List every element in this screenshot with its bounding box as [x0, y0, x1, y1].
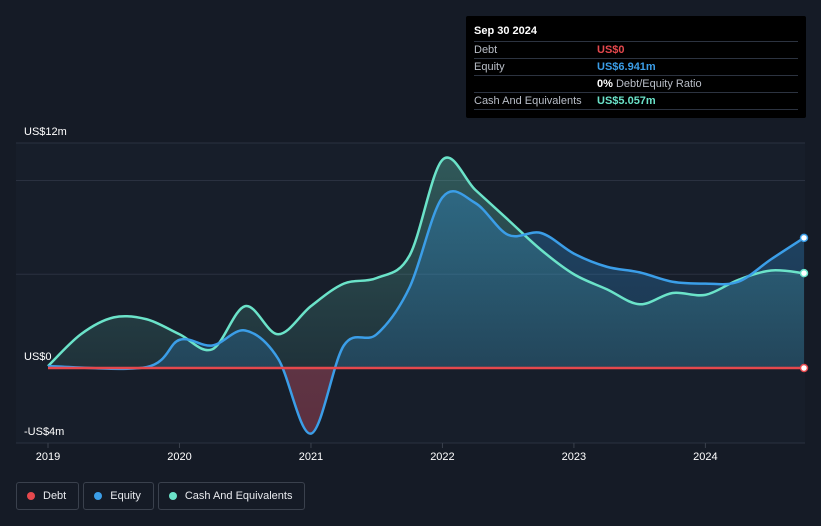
tooltip-debt-value: US$0	[597, 44, 625, 56]
tooltip-row-debt: Debt US$0	[474, 42, 798, 59]
legend-equity-label: Equity	[110, 490, 141, 502]
tooltip-row-cash: Cash And Equivalents US$5.057m	[474, 93, 798, 110]
debt-end-point	[799, 363, 809, 373]
tooltip-equity-value: US$6.941m	[597, 61, 656, 73]
tooltip-cash-value: US$5.057m	[597, 95, 656, 107]
x-tick-label: 2020	[167, 451, 191, 463]
y-tick-label: US$0	[24, 351, 52, 363]
tooltip-ratio-suffix: Debt/Equity Ratio	[615, 78, 702, 90]
y-tick-label: -US$4m	[24, 426, 64, 438]
legend-debt-dot-icon	[27, 492, 35, 500]
tooltip-ratio-value: 0% Debt/Equity Ratio	[597, 76, 702, 92]
legend-item-equity[interactable]: Equity	[83, 482, 154, 510]
cash-line	[47, 156, 805, 368]
tooltip-ratio-number: 0%	[597, 78, 613, 90]
equity-area	[48, 191, 804, 434]
tooltip-cash-label: Cash And Equivalents	[474, 95, 582, 107]
x-tick-label: 2021	[299, 451, 323, 463]
x-tick-label: 2024	[693, 451, 717, 463]
x-tick-label: 2019	[36, 451, 60, 463]
x-tick-label: 2022	[430, 451, 454, 463]
legend-item-cash[interactable]: Cash And Equivalents	[157, 482, 306, 510]
y-tick-label: US$12m	[24, 126, 67, 138]
tooltip-panel: Sep 30 2024 Debt US$0 Equity US$6.941m 0…	[466, 16, 806, 118]
x-tick-label: 2023	[562, 451, 586, 463]
legend-equity-dot-icon	[94, 492, 103, 500]
equity-line	[47, 190, 805, 435]
tooltip-ratio-label	[474, 76, 597, 92]
legend-cash-dot-icon	[168, 492, 177, 500]
tooltip-row-ratio: 0% Debt/Equity Ratio	[474, 76, 798, 93]
tooltip-debt-label: Debt	[474, 44, 498, 56]
equity-end-point	[799, 233, 809, 243]
tooltip-row-equity: Equity US$6.941m	[474, 59, 798, 76]
legend-debt-label: Debt	[43, 490, 67, 502]
legend-item-debt[interactable]: Debt	[16, 482, 80, 510]
tooltip-equity-label: Equity	[474, 61, 505, 73]
chart-legend: Debt Equity Cash And Equivalents	[16, 482, 306, 510]
cash-end-point	[799, 268, 809, 278]
tooltip-date: Sep 30 2024	[474, 24, 798, 42]
legend-cash-label: Cash And Equivalents	[184, 490, 293, 502]
